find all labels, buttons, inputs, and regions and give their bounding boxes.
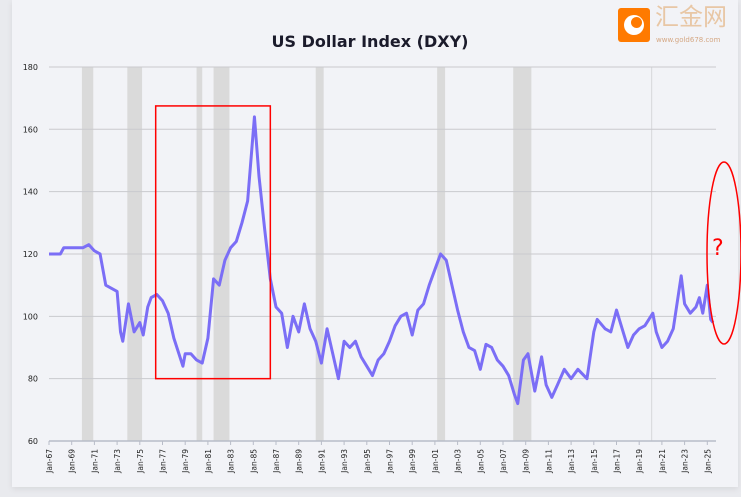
x-tick-label: Jan-81 [204,449,213,474]
x-tick-label: Jan-77 [159,449,168,474]
x-tick-label: Jan-73 [113,449,122,474]
x-tick-label: Jan-87 [272,449,281,474]
watermark-logo [618,8,650,42]
x-tick-label: Jan-99 [408,449,417,474]
x-tick-label: Jan-67 [45,449,54,474]
x-tick-label: Jan-11 [544,449,553,474]
y-tick-label: 180 [23,63,38,72]
x-tick-label: Jan-75 [136,449,145,474]
x-tick-label: Jan-79 [181,449,190,474]
highlight-box [154,105,272,380]
x-tick-label: Jan-23 [681,449,690,474]
x-tick-label: Jan-15 [590,449,599,474]
x-tick-label: Jan-25 [703,449,712,474]
x-tick-label: Jan-69 [68,449,77,474]
y-tick-label: 100 [23,312,38,321]
y-tick-label: 160 [23,125,38,134]
x-tick-label: Jan-17 [613,449,622,474]
chart-title: US Dollar Index (DXY) [271,32,469,51]
x-tick-label: Jan-89 [295,449,304,474]
question-mark-annotation: ? [712,236,724,261]
x-tick-label: Jan-71 [90,449,99,474]
x-tick-label: Jan-21 [658,449,667,474]
x-tick-label: Jan-01 [431,449,440,474]
x-tick-label: Jan-13 [567,449,576,474]
x-tick-label: Jan-95 [363,449,372,474]
x-tick-label: Jan-19 [635,449,644,474]
x-tick-label: Jan-91 [317,449,326,474]
y-tick-label: 60 [28,437,38,446]
x-tick-label: Jan-09 [522,449,531,474]
x-tick-label: Jan-07 [499,449,508,474]
x-tick-label: Jan-03 [454,449,463,474]
watermark-url: www.gold678.com [656,36,721,44]
x-tick-label: Jan-85 [249,449,258,474]
x-tick-label: Jan-97 [386,449,395,474]
x-tick-label: Jan-05 [476,449,485,474]
x-tick-label: Jan-93 [340,449,349,474]
dxy-line [49,115,715,406]
highlight-ellipse [706,161,741,345]
watermark-brand: 汇金网 [655,3,727,31]
y-tick-label: 120 [23,250,38,259]
y-tick-label: 80 [28,375,38,384]
y-tick-label: 140 [23,188,38,197]
x-tick-label: Jan-83 [227,449,236,474]
